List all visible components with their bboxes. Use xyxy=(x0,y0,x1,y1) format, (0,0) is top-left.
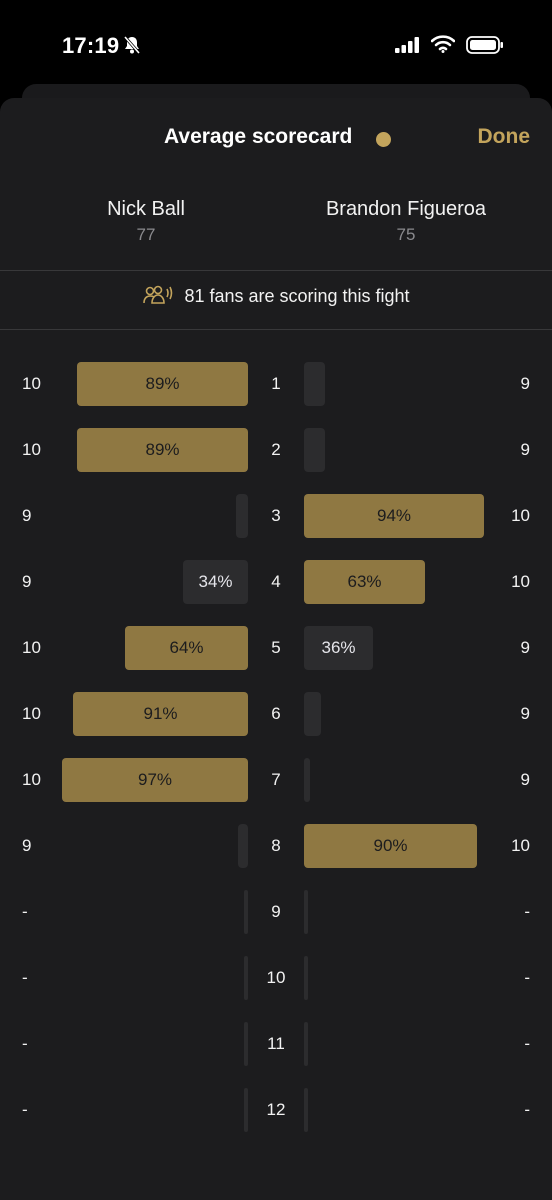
scorecard-sheet: Average scorecard Done Nick Ball 77 Bran… xyxy=(0,98,552,1200)
right-bar xyxy=(304,1022,308,1066)
round-number: 6 xyxy=(271,704,281,723)
left-bar: 34% xyxy=(183,560,248,604)
round-row: 9 34% 4 63% 10 xyxy=(0,560,552,604)
right-bar: 90% xyxy=(304,824,477,868)
left-bar xyxy=(244,1022,248,1066)
left-score: 9 xyxy=(22,836,32,855)
left-score: - xyxy=(22,1034,28,1053)
divider xyxy=(0,329,552,330)
round-row: 10 64% 5 36% 9 xyxy=(0,626,552,670)
left-score: - xyxy=(22,1100,28,1119)
right-bar xyxy=(304,890,308,934)
right-score: 10 xyxy=(511,572,530,591)
fighter-left: Nick Ball 77 xyxy=(16,198,276,245)
right-score: 9 xyxy=(520,704,530,723)
round-row: 9 3 94% 10 xyxy=(0,494,552,538)
right-bar: 63% xyxy=(304,560,425,604)
right-score: 9 xyxy=(520,770,530,789)
right-bar xyxy=(304,362,325,406)
round-row: - 9 - xyxy=(0,890,552,934)
left-bar xyxy=(244,956,248,1000)
left-score: - xyxy=(22,902,28,921)
round-number: 9 xyxy=(271,902,281,921)
round-row: - 12 - xyxy=(0,1088,552,1132)
left-bar: 97% xyxy=(62,758,248,802)
left-bar: 89% xyxy=(77,362,248,406)
left-bar xyxy=(236,494,248,538)
round-number: 3 xyxy=(271,506,281,525)
left-bar xyxy=(238,824,248,868)
right-score: 9 xyxy=(520,638,530,657)
fans-group-icon xyxy=(143,285,173,304)
right-score: 10 xyxy=(511,836,530,855)
right-score: 9 xyxy=(520,374,530,393)
round-number: 4 xyxy=(271,572,281,591)
round-number: 11 xyxy=(267,1034,285,1053)
status-time: 17:19 xyxy=(62,33,120,58)
left-bar xyxy=(244,1088,248,1132)
round-number: 5 xyxy=(271,638,281,657)
right-score: - xyxy=(524,1034,530,1053)
round-number: 10 xyxy=(266,968,286,987)
divider xyxy=(0,270,552,271)
left-score: 10 xyxy=(22,704,41,723)
right-bar xyxy=(304,758,310,802)
sheet-header: Average scorecard Done xyxy=(0,118,552,158)
right-score: - xyxy=(524,968,530,987)
bell-slash-icon xyxy=(123,36,141,54)
round-row: 10 89% 1 9 xyxy=(0,362,552,406)
right-bar xyxy=(304,956,308,1000)
round-row: 10 89% 2 9 xyxy=(0,428,552,472)
wifi-icon xyxy=(431,35,455,53)
fans-count: 81 fans are scoring this fight xyxy=(0,284,552,314)
left-bar: 91% xyxy=(73,692,248,736)
left-score: 10 xyxy=(22,374,41,393)
live-indicator-dot xyxy=(376,132,391,147)
left-score: - xyxy=(22,968,28,987)
fighter-total: 77 xyxy=(136,225,156,244)
right-score: - xyxy=(524,902,530,921)
fighter-total: 75 xyxy=(396,225,416,244)
left-bar: 64% xyxy=(125,626,248,670)
round-number: 2 xyxy=(271,440,281,459)
left-score: 10 xyxy=(22,638,41,657)
round-row: - 10 - xyxy=(0,956,552,1000)
right-bar: 94% xyxy=(304,494,484,538)
page-title: Average scorecard xyxy=(164,125,353,148)
right-bar xyxy=(304,1088,308,1132)
round-row: 10 91% 6 9 xyxy=(0,692,552,736)
left-score: 10 xyxy=(22,770,41,789)
round-number: 12 xyxy=(266,1100,286,1119)
round-number: 8 xyxy=(271,836,281,855)
right-bar: 36% xyxy=(304,626,373,670)
left-score: 9 xyxy=(22,506,32,525)
round-row: 9 8 90% 10 xyxy=(0,824,552,868)
right-score: 10 xyxy=(511,506,530,525)
fighter-name: Brandon Figueroa xyxy=(325,198,487,220)
fighter-name: Nick Ball xyxy=(107,198,185,220)
done-button[interactable]: Done xyxy=(477,125,531,148)
cellular-signal-icon xyxy=(395,37,419,53)
status-bar: 17:19 xyxy=(0,0,552,90)
left-score: 10 xyxy=(22,440,41,459)
round-number: 1 xyxy=(271,374,281,393)
right-bar xyxy=(304,692,321,736)
right-bar xyxy=(304,428,325,472)
round-row: - 11 - xyxy=(0,1022,552,1066)
left-score: 9 xyxy=(22,572,32,591)
left-bar xyxy=(244,890,248,934)
round-row: 10 97% 7 9 xyxy=(0,758,552,802)
fighter-right: Brandon Figueroa 75 xyxy=(276,198,536,245)
battery-icon xyxy=(466,36,503,54)
left-bar: 89% xyxy=(77,428,248,472)
round-number: 7 xyxy=(271,770,281,789)
right-score: - xyxy=(524,1100,530,1119)
right-score: 9 xyxy=(520,440,530,459)
fans-text: 81 fans are scoring this fight xyxy=(184,286,410,306)
